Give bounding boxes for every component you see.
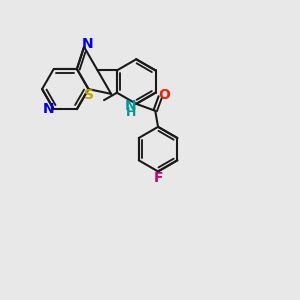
Text: H: H	[126, 106, 136, 119]
Text: F: F	[154, 171, 164, 185]
Text: S: S	[84, 88, 94, 102]
Text: O: O	[158, 88, 170, 102]
Text: N: N	[82, 37, 93, 51]
Text: N: N	[43, 102, 54, 116]
Text: N: N	[125, 99, 137, 113]
